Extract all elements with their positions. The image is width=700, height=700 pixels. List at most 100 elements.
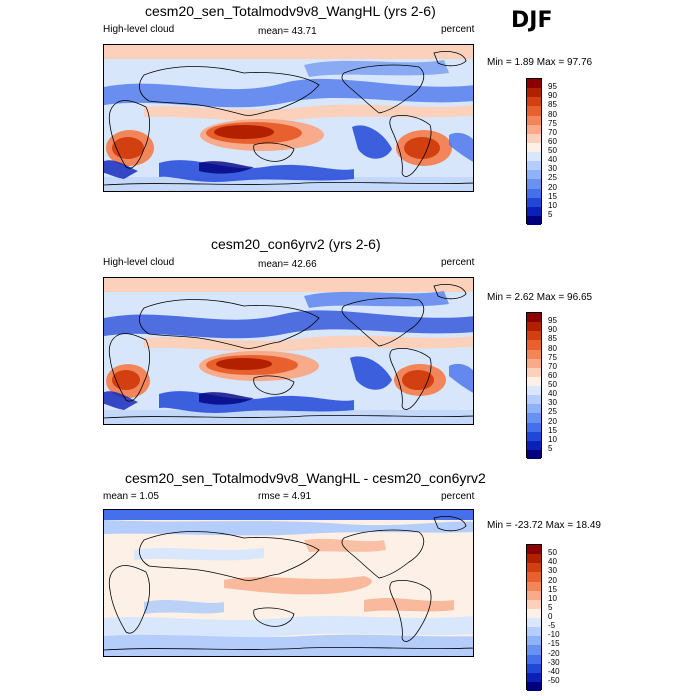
- colorbar-swatch: [527, 367, 541, 377]
- colorbar-swatch: [527, 599, 541, 609]
- colorbar-swatch: [527, 440, 541, 450]
- colorbar-swatch: [527, 115, 541, 125]
- colorbar-tick-label: 90: [548, 91, 557, 101]
- colorbar-swatch: [527, 572, 541, 582]
- colorbar-tick-label: 10: [548, 434, 557, 444]
- colorbar-swatch: [527, 313, 541, 323]
- colorbar-tick-label: 50: [548, 548, 557, 558]
- colorbar-tick-label: 70: [548, 127, 557, 137]
- colorbar-tick-label: 15: [548, 584, 557, 594]
- panel-2-map: [103, 277, 474, 425]
- colorbar-swatch: [527, 395, 541, 405]
- colorbar-tick-label: 70: [548, 361, 557, 371]
- panel-3-units-label: percent: [441, 491, 475, 502]
- colorbar-swatch: [527, 206, 541, 216]
- panel-1-minmax-label: Min = 1.89 Max = 97.76: [487, 57, 593, 68]
- colorbar-swatch: [527, 654, 541, 664]
- panel-2-variable-label: High-level cloud: [103, 257, 175, 268]
- colorbar-tick-label: 5: [548, 602, 553, 612]
- colorbar-tick-label: 20: [548, 575, 557, 585]
- colorbar-swatch: [527, 563, 541, 573]
- colorbar-swatch: [527, 449, 541, 459]
- colorbar-tick-label: 40: [548, 389, 557, 399]
- colorbar-swatch: [527, 106, 541, 116]
- panel-3-rmse-label: rmse = 4.91: [258, 491, 312, 502]
- colorbar-tick-label: 50: [548, 380, 557, 389]
- colorbar-tick-label: 90: [548, 325, 557, 335]
- colorbar-tick-label: 5: [548, 209, 553, 219]
- colorbar-tick-label: -50: [548, 675, 560, 685]
- panel-1-colorbar: [526, 78, 542, 225]
- colorbar-swatch: [527, 386, 541, 396]
- colorbar-tick-label: -30: [548, 657, 560, 667]
- colorbar-tick-label: 95: [548, 316, 557, 326]
- colorbar-tick-label: 5: [548, 443, 553, 453]
- colorbar-tick-label: 60: [548, 370, 557, 380]
- colorbar-tick-label: 20: [548, 182, 557, 192]
- panel-1-variable-label: High-level cloud: [103, 24, 175, 35]
- colorbar-swatch: [527, 142, 541, 152]
- panel-2-colorbar: [526, 312, 542, 459]
- colorbar-swatch: [527, 79, 541, 89]
- panel-3-map: [103, 509, 474, 657]
- colorbar-tick-label: -10: [548, 630, 560, 640]
- colorbar-tick-label: -40: [548, 666, 560, 676]
- panel-1-units-label: percent: [441, 24, 475, 35]
- colorbar-swatch: [527, 431, 541, 441]
- colorbar-swatch: [527, 627, 541, 637]
- colorbar-tick-label: 10: [548, 593, 557, 603]
- colorbar-swatch: [527, 133, 541, 143]
- colorbar-swatch: [527, 618, 541, 628]
- colorbar-swatch: [527, 672, 541, 682]
- panel-3-colorbar: [526, 544, 542, 691]
- colorbar-tick-label: 20: [548, 416, 557, 426]
- panel-2-mean-label: mean= 42.66: [258, 259, 317, 270]
- panel-1-map: [103, 44, 474, 192]
- colorbar-tick-label: 30: [548, 398, 557, 408]
- colorbar-swatch: [527, 581, 541, 591]
- colorbar-swatch: [527, 636, 541, 646]
- colorbar-swatch: [527, 349, 541, 359]
- panel-2-minmax-label: Min = 2.62 Max = 96.65: [487, 292, 593, 303]
- colorbar-swatch: [527, 404, 541, 414]
- colorbar-swatch: [527, 88, 541, 98]
- colorbar-swatch: [527, 170, 541, 180]
- colorbar-swatch: [527, 197, 541, 207]
- colorbar-swatch: [527, 681, 541, 691]
- colorbar-tick-label: -15: [548, 639, 560, 649]
- colorbar-swatch: [527, 376, 541, 386]
- panel-3-title: cesm20_sen_Totalmodv9v8_WangHL - cesm20_…: [125, 470, 486, 486]
- panel-2-units-label: percent: [441, 257, 475, 268]
- colorbar-swatch: [527, 663, 541, 673]
- colorbar-swatch: [527, 331, 541, 341]
- colorbar-tick-label: 25: [548, 407, 557, 417]
- colorbar-swatch: [527, 554, 541, 564]
- panel-1-mean-label: mean= 43.71: [258, 26, 317, 37]
- colorbar-tick-label: 15: [548, 425, 557, 435]
- panel-1-title: cesm20_sen_Totalmodv9v8_WangHL (yrs 2-6): [145, 3, 436, 19]
- colorbar-tick-label: 95: [548, 82, 557, 92]
- colorbar-swatch: [527, 97, 541, 107]
- colorbar-swatch: [527, 422, 541, 432]
- colorbar-tick-label: 85: [548, 334, 557, 344]
- colorbar-swatch: [527, 590, 541, 600]
- season-label: DJF: [511, 8, 553, 33]
- colorbar-tick-label: -5: [548, 621, 556, 631]
- colorbar-tick-label: 75: [548, 118, 557, 128]
- colorbar-tick-label: 80: [548, 109, 557, 119]
- colorbar-swatch: [527, 179, 541, 189]
- colorbar-tick-label: -20: [548, 648, 560, 658]
- colorbar-swatch: [527, 645, 541, 655]
- colorbar-swatch: [527, 608, 541, 618]
- colorbar-swatch: [527, 215, 541, 225]
- colorbar-swatch: [527, 340, 541, 350]
- colorbar-tick-label: 15: [548, 191, 557, 201]
- colorbar-swatch: [527, 152, 541, 162]
- colorbar-tick-label: 85: [548, 100, 557, 110]
- colorbar-tick-label: 50: [548, 146, 557, 155]
- colorbar-swatch: [527, 124, 541, 134]
- panel-3-mean-label: mean = 1.05: [103, 491, 159, 502]
- colorbar-swatch: [527, 413, 541, 423]
- colorbar-swatch: [527, 322, 541, 332]
- panel-3-minmax-label: Min = -23.72 Max = 18.49: [487, 520, 601, 531]
